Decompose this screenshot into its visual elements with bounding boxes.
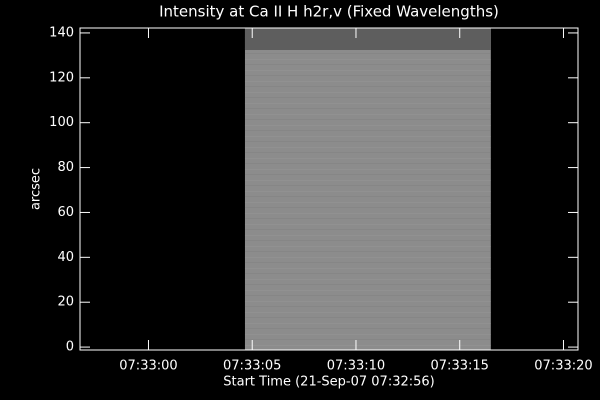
axes-frame — [79, 27, 579, 351]
y-axis-label: arcsec — [29, 168, 44, 210]
plot-area — [244, 28, 491, 350]
x-tick-label: 07:33:00 — [119, 359, 177, 374]
x-tick-label: 07:33:15 — [431, 359, 489, 374]
y-tick-label: 0 — [66, 340, 74, 355]
y-tick-label: 20 — [57, 295, 74, 310]
x-tick-label: 07:33:10 — [327, 359, 385, 374]
x-axis-label: Start Time (21-Sep-07 07:32:56) — [223, 375, 434, 390]
y-tick-label: 140 — [49, 25, 74, 40]
image-band — [244, 28, 491, 50]
y-tick-label: 40 — [57, 250, 74, 265]
y-tick-label: 60 — [57, 205, 74, 220]
x-tick-label: 07:33:05 — [223, 359, 281, 374]
y-tick-label: 80 — [57, 160, 74, 175]
chart-title: Intensity at Ca II H h2r,v (Fixed Wavele… — [159, 3, 499, 21]
y-tick-label: 100 — [49, 115, 74, 130]
image-texture — [244, 28, 491, 350]
y-tick-label: 120 — [49, 70, 74, 85]
x-tick-label: 07:33:20 — [534, 359, 592, 374]
